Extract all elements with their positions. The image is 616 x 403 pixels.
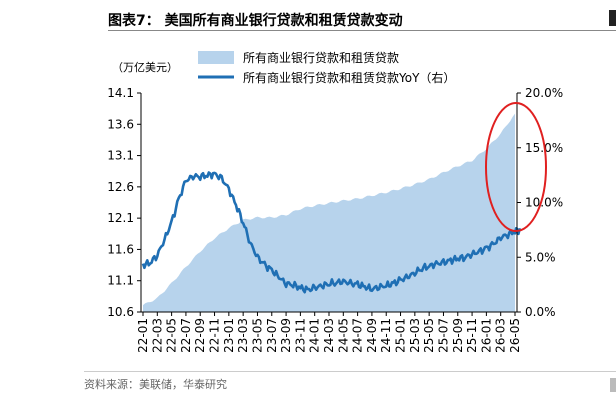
x-tick-label: 26-01 xyxy=(479,318,493,353)
x-tick-label: 22-09 xyxy=(193,318,207,353)
x-tick-label: 22-03 xyxy=(150,318,164,353)
chart-title: 图表7： 美国所有商业银行贷款和租赁贷款变动 xyxy=(108,13,403,29)
edge-fragment xyxy=(609,10,616,26)
x-tick-label: 22-11 xyxy=(208,318,222,353)
x-tick-label: 23-07 xyxy=(265,318,279,353)
line-series-yoy xyxy=(141,171,522,294)
highlight-ellipse xyxy=(485,102,547,232)
left-tick-label: 10.6 xyxy=(107,305,134,319)
legend-label-area: 所有商业银行贷款和租赁贷款 xyxy=(243,50,399,65)
x-tick-label: 22-07 xyxy=(179,318,193,353)
x-tick-label: 25-03 xyxy=(408,318,422,353)
x-tick-label: 22-01 xyxy=(136,318,150,353)
right-tick-label: 0.0% xyxy=(525,305,556,319)
x-tick-label: 25-09 xyxy=(451,318,465,353)
title-divider xyxy=(108,30,616,31)
right-tick-label: 5.0% xyxy=(525,250,556,264)
left-tick-label: 12.6 xyxy=(107,180,134,194)
unit-label: （万亿美元） xyxy=(112,61,178,74)
legend-label-line: 所有商业银行贷款和租赁贷款YoY（右） xyxy=(243,70,455,85)
x-tick-label: 23-09 xyxy=(279,318,293,353)
left-tick-label: 11.1 xyxy=(107,274,134,288)
x-tick-label: 24-05 xyxy=(336,318,350,353)
left-tick-label: 13.1 xyxy=(107,149,134,163)
right-tick-label: 20.0% xyxy=(525,86,563,100)
edge-fragment-bottom xyxy=(610,378,616,392)
plot-area: 14.113.613.112.612.111.611.110.620.0%15.… xyxy=(107,86,563,353)
x-tick-label: 23-11 xyxy=(293,318,307,353)
x-tick-label: 25-01 xyxy=(394,318,408,353)
x-tick-label: 26-03 xyxy=(494,318,508,353)
legend: 所有商业银行贷款和租赁贷款 所有商业银行贷款和租赁贷款YoY（右） xyxy=(198,50,455,85)
left-tick-label: 11.6 xyxy=(107,242,134,256)
left-tick-label: 13.6 xyxy=(107,117,134,131)
footer-divider xyxy=(84,371,616,372)
x-tick-label: 24-01 xyxy=(308,318,322,353)
area-series-fill xyxy=(143,113,515,312)
x-tick-label: 24-07 xyxy=(351,318,365,353)
x-tick-label: 24-09 xyxy=(365,318,379,353)
left-tick-label: 12.1 xyxy=(107,211,134,225)
x-tick-label: 23-01 xyxy=(222,318,236,353)
left-tick-label: 14.1 xyxy=(107,86,134,100)
x-tick-label: 23-05 xyxy=(250,318,264,353)
source-note: 资料来源：美联储，华泰研究 xyxy=(84,378,227,391)
x-tick-label: 26-05 xyxy=(508,318,522,353)
x-tick-label: 24-03 xyxy=(322,318,336,353)
legend-swatch-area xyxy=(198,51,234,64)
x-tick-label: 22-05 xyxy=(165,318,179,353)
x-tick-label: 23-03 xyxy=(236,318,250,353)
x-tick-label: 25-05 xyxy=(422,318,436,353)
right-tick-label: 10.0% xyxy=(525,196,563,210)
x-tick-label: 25-07 xyxy=(436,318,450,353)
x-tick-label: 25-11 xyxy=(465,318,479,353)
x-tick-label: 24-11 xyxy=(379,318,393,353)
